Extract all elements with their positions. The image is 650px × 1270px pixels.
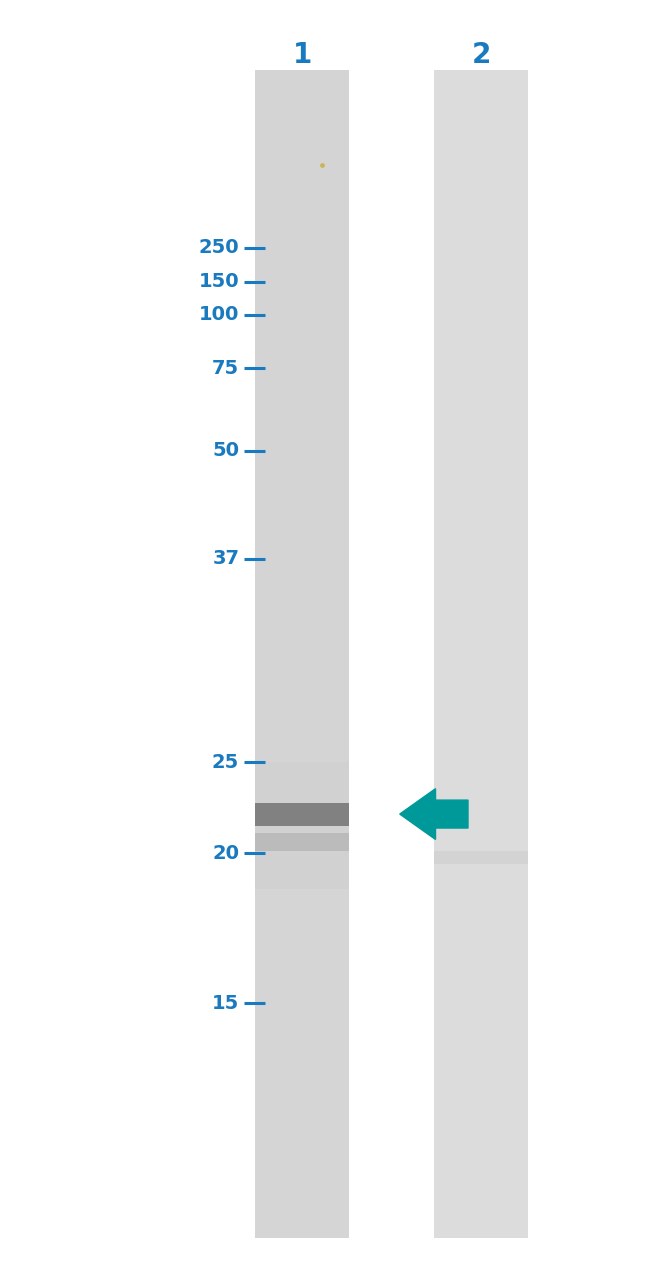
Bar: [255, 803, 350, 826]
Text: 100: 100: [199, 306, 239, 324]
Bar: [255, 762, 350, 889]
Text: 20: 20: [212, 845, 239, 862]
Bar: [434, 70, 528, 1238]
Text: 150: 150: [199, 273, 239, 291]
Text: 75: 75: [212, 359, 239, 377]
Bar: [434, 851, 528, 864]
Text: 1: 1: [292, 41, 312, 69]
Text: 15: 15: [212, 994, 239, 1012]
Bar: [255, 70, 350, 1238]
Text: 2: 2: [471, 41, 491, 69]
FancyArrow shape: [400, 789, 468, 839]
Text: 250: 250: [199, 239, 239, 257]
Text: 25: 25: [212, 753, 239, 771]
Text: 37: 37: [212, 550, 239, 568]
Text: 50: 50: [212, 442, 239, 460]
Bar: [255, 889, 350, 1238]
Bar: [255, 833, 350, 851]
Bar: [255, 70, 350, 762]
